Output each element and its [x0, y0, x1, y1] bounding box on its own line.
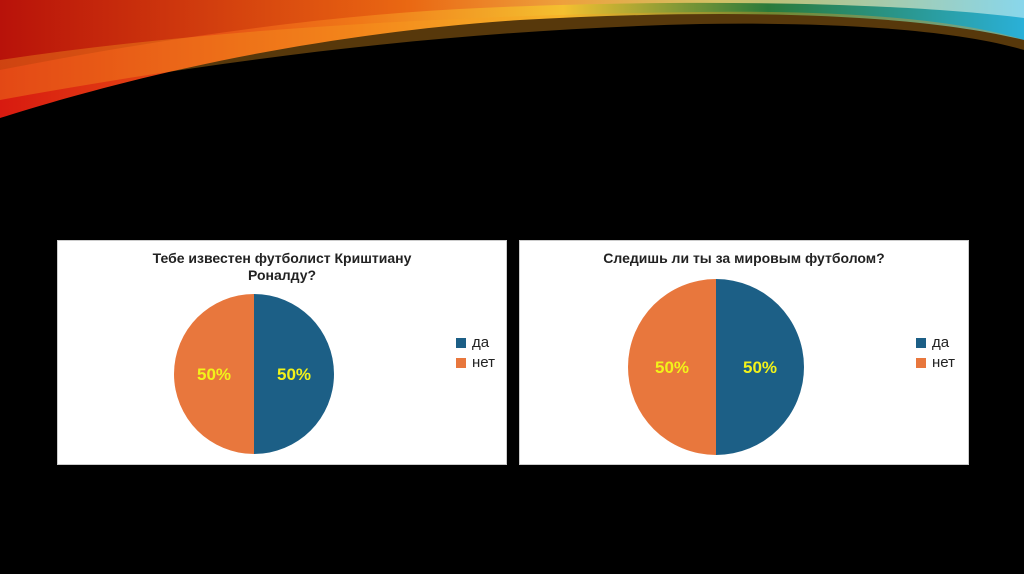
pie-slice: [716, 279, 804, 455]
data-label: 50%: [277, 365, 311, 384]
legend-swatch: [916, 358, 926, 368]
legend-label: нет: [932, 354, 955, 371]
decorative-banner: [0, 0, 1024, 118]
pie-slice: [174, 294, 254, 454]
legend-label: да: [932, 334, 950, 351]
chart: 50% 50% да нет: [628, 279, 955, 455]
legend-label: да: [472, 334, 490, 351]
legend-swatch: [916, 338, 926, 348]
data-label: 50%: [655, 358, 689, 377]
chart: 50% 50% да нет: [174, 294, 495, 454]
chart-title: Тебе известен футболист Криштиану Роналд…: [152, 250, 412, 283]
chart-title: Следишь ли ты за мировым футболом?: [603, 250, 885, 266]
legend-swatch: [456, 358, 466, 368]
data-label: 50%: [197, 365, 231, 384]
legend-swatch: [456, 338, 466, 348]
pie-slice: [254, 294, 334, 454]
data-label: 50%: [743, 358, 777, 377]
legend-label: нет: [472, 354, 495, 371]
chart-panel: Следишь ли ты за мировым футболом? 50% 50…: [519, 240, 969, 465]
chart-panel: Тебе известен футболист Криштиану Роналд…: [57, 240, 507, 465]
pie-slice: [628, 279, 716, 455]
